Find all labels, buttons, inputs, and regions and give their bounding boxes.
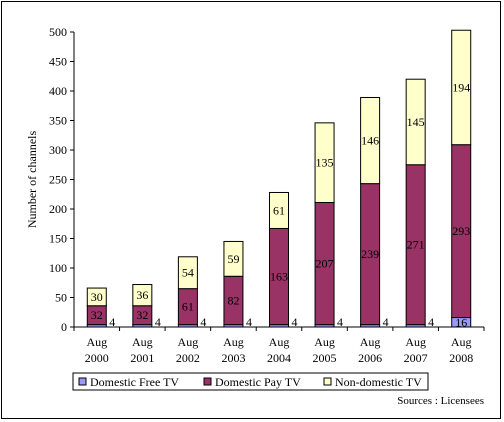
x-tick-label-year: 2003 [221,351,245,365]
data-label: 4 [337,315,343,329]
y-tick-label: 400 [49,84,67,98]
source-note: Sources : Licensees [397,395,484,407]
x-tick-label-month: Aug [86,335,107,349]
x-tick-label-year: 2008 [449,351,473,365]
x-tick-label-month: Aug [405,335,426,349]
data-label: 163 [270,270,288,284]
x-tick-label-month: Aug [314,335,335,349]
x-tick-label-month: Aug [132,335,153,349]
x-tick-label-year: 2002 [176,351,200,365]
data-label: 32 [91,308,103,322]
legend-label: Domestic Free TV [90,375,179,389]
legend-swatch [323,377,332,386]
data-label: 4 [200,315,206,329]
x-tick-label-month: Aug [269,335,290,349]
legend-swatch [203,377,212,386]
legend-box [72,372,429,391]
data-label: 4 [109,315,115,329]
data-label: 4 [292,315,298,329]
y-tick-label: 150 [49,232,67,246]
bar-segment-non-domestic-tv [132,284,153,307]
legend-swatch [78,377,87,386]
data-label: 194 [452,80,470,94]
data-label: 16 [455,315,467,329]
data-label: 36 [136,288,148,302]
y-tick-label: 450 [49,55,67,69]
data-label: 54 [182,266,194,280]
data-label: 145 [407,115,425,129]
legend-label: Non-domestic TV [335,375,422,389]
bar-segment-non-domestic-tv [314,122,335,204]
x-tick-label-year: 2004 [267,351,291,365]
y-tick-label: 500 [49,25,67,39]
data-label: 239 [361,247,379,261]
data-label: 32 [136,308,148,322]
x-tick-label-month: Aug [178,335,199,349]
legend-label: Domestic Pay TV [215,375,301,389]
data-label: 271 [407,238,425,252]
data-label: 4 [246,315,252,329]
x-tick-label-year: 2000 [85,351,109,365]
x-tick-label-month: Aug [360,335,381,349]
bar-segment-non-domestic-tv [360,96,381,185]
bar-segment-non-domestic-tv [223,240,244,277]
y-tick-label: 100 [49,261,67,275]
data-label: 207 [316,257,334,271]
bar-segment-non-domestic-tv [405,78,426,166]
data-label: 61 [273,203,285,217]
data-label: 4 [155,315,161,329]
x-tick-label-month: Aug [451,335,472,349]
data-label: 293 [452,224,470,238]
data-label: 30 [91,290,103,304]
data-label: 59 [227,252,239,266]
y-tick-label: 350 [49,114,67,128]
y-axis-title: Number of channels [25,131,39,229]
bar-segment-non-domestic-tv [451,29,472,146]
data-label: 4 [428,315,434,329]
data-label: 135 [316,156,334,170]
bar-segment-non-domestic-tv [177,256,198,290]
bar-segment-non-domestic-tv [86,287,107,307]
x-tick-label-year: 2005 [313,351,337,365]
data-label: 146 [361,134,379,148]
x-tick-label-year: 2006 [358,351,382,365]
data-label: 82 [227,293,239,307]
x-tick-label-month: Aug [223,335,244,349]
bar-segment-non-domestic-tv [269,191,289,229]
data-label: 4 [383,315,389,329]
y-tick-label: 250 [49,173,67,187]
y-tick-label: 300 [49,143,67,157]
y-tick-label: 200 [49,202,67,216]
x-tick-label-year: 2007 [404,351,428,365]
y-tick-label: 0 [61,320,67,334]
data-label: 61 [182,300,194,314]
x-tick-label-year: 2001 [130,351,154,365]
y-tick-label: 50 [55,291,67,305]
